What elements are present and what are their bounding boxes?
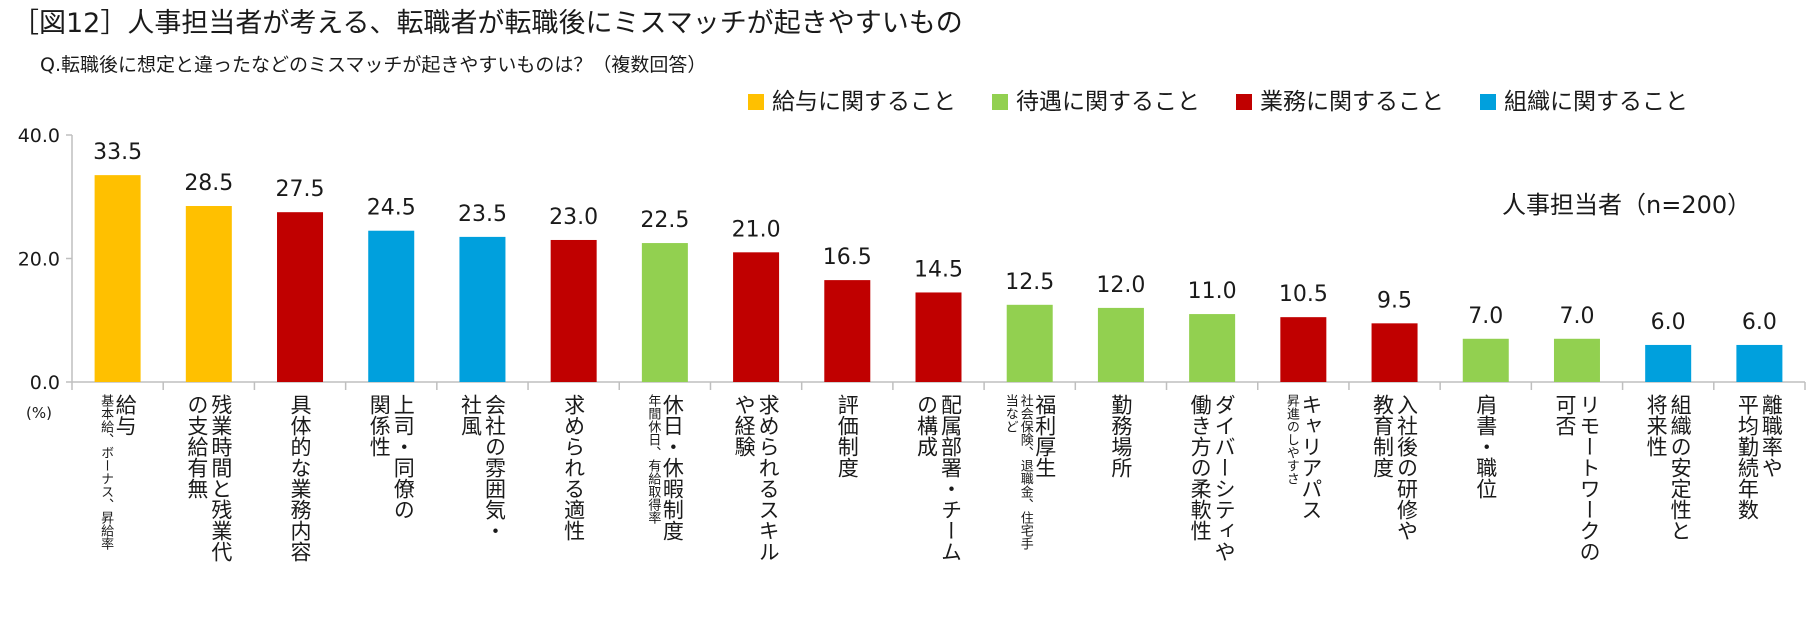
y-tick-label: 40.0 xyxy=(18,125,60,147)
bar xyxy=(459,236,506,382)
bar xyxy=(1736,344,1783,382)
bar xyxy=(1280,317,1327,382)
x-category-label: 離職率や xyxy=(1759,394,1783,478)
legend-label-salary: 給与に関すること xyxy=(772,89,956,115)
bar xyxy=(277,212,324,382)
x-category-label: 将来性 xyxy=(1644,394,1668,457)
x-category-label: 評価制度 xyxy=(835,394,859,478)
bar-value-label: 28.5 xyxy=(184,171,233,196)
x-category-label: 給与 xyxy=(113,394,137,436)
bar xyxy=(1553,338,1600,382)
x-category-label: 会社の雰囲気・ xyxy=(482,394,506,541)
x-category-label: 入社後の研修や xyxy=(1395,394,1419,541)
bar xyxy=(1006,304,1053,382)
bar xyxy=(185,206,232,382)
bar-value-label: 14.5 xyxy=(914,257,963,282)
bar-value-label: 7.0 xyxy=(1468,304,1503,329)
x-category-label: 基本給、ボーナス、昇給率 xyxy=(98,394,114,550)
x-category-label: 平均勤続年数 xyxy=(1735,394,1759,520)
y-axis-unit: (%) xyxy=(26,404,52,422)
x-category-label: 社風 xyxy=(458,394,482,436)
x-category-label: 休日・休暇制度 xyxy=(660,394,684,541)
x-category-label: 関係性 xyxy=(367,394,391,457)
bar xyxy=(368,230,415,382)
legend-label-work: 業務に関すること xyxy=(1260,89,1444,115)
bar-value-label: 22.5 xyxy=(640,208,689,233)
legend-item-salary: 給与に関すること xyxy=(748,86,956,118)
x-category-label: リモートワークの xyxy=(1577,394,1601,562)
chart-title: ［図12］人事担当者が考える、転職者が転職後にミスマッチが起きやすいもの xyxy=(12,8,963,39)
bar-value-label: 6.0 xyxy=(1742,310,1777,335)
bar-value-label: 12.0 xyxy=(1096,273,1145,298)
x-category-label: 求められる適性 xyxy=(562,394,586,541)
x-category-label: 可否 xyxy=(1553,394,1577,436)
bar xyxy=(1189,314,1236,382)
bar-value-label: 21.0 xyxy=(732,217,781,242)
x-category-label: 肩書・職位 xyxy=(1474,394,1498,499)
bar-value-label: 23.0 xyxy=(549,205,598,230)
legend-label-organization: 組織に関すること xyxy=(1504,89,1688,115)
bar-value-label: 7.0 xyxy=(1559,304,1594,329)
legend-label-treatment: 待遇に関すること xyxy=(1016,89,1200,115)
legend-swatch-salary xyxy=(748,94,764,110)
bar-value-label: 24.5 xyxy=(367,196,416,221)
legend-item-organization: 組織に関すること xyxy=(1480,86,1688,118)
legend-item-work: 業務に関すること xyxy=(1236,86,1444,118)
x-category-label: 年間休日、有給取得率 xyxy=(645,394,661,524)
bar-value-label: 27.5 xyxy=(276,177,325,202)
legend: 給与に関すること 待遇に関すること 業務に関すること 組織に関すること xyxy=(748,86,1688,118)
bar xyxy=(641,243,688,382)
x-category-label: 上司・同僚の xyxy=(391,394,415,520)
legend-swatch-treatment xyxy=(992,94,1008,110)
x-category-label: 昇進のしやすさ xyxy=(1284,394,1300,485)
x-category-label: 配属部署・チーム xyxy=(939,394,963,562)
bar xyxy=(1097,307,1144,382)
x-category-label: の支給有無 xyxy=(185,394,209,499)
legend-item-treatment: 待遇に関すること xyxy=(992,86,1200,118)
bar xyxy=(550,239,597,382)
x-category-label: 残業時間と残業代 xyxy=(209,394,233,562)
bar xyxy=(1462,338,1509,382)
bar xyxy=(824,280,871,382)
x-category-label: ダイバーシティや xyxy=(1212,394,1236,562)
bar xyxy=(1645,344,1692,382)
x-category-label: 教育制度 xyxy=(1371,394,1395,478)
bar-value-label: 23.5 xyxy=(458,202,507,227)
bar-value-label: 16.5 xyxy=(823,245,872,270)
bar xyxy=(733,252,780,382)
legend-swatch-organization xyxy=(1480,94,1496,110)
x-category-label: の構成 xyxy=(915,394,939,457)
x-category-label: 勤務場所 xyxy=(1109,394,1133,478)
bar-value-label: 33.5 xyxy=(93,140,142,165)
y-tick-label: 20.0 xyxy=(18,249,60,271)
bar-value-label: 6.0 xyxy=(1651,310,1686,335)
bar xyxy=(1371,323,1418,382)
question-text: Q.転職後に想定と違ったなどのミスマッチが起きやすいものは？（複数回答） xyxy=(40,54,707,76)
sample-size-note: 人事担当者（n=200） xyxy=(1502,191,1752,219)
bar-value-label: 10.5 xyxy=(1279,282,1328,307)
x-category-label: 求められるスキル xyxy=(756,394,780,562)
x-category-label: や経験 xyxy=(732,394,756,457)
y-tick-label: 0.0 xyxy=(30,372,60,394)
x-category-label: 福利厚生 xyxy=(1033,394,1057,478)
bar-value-label: 11.0 xyxy=(1188,279,1237,304)
bar xyxy=(915,292,962,382)
x-category-label: キャリアパス xyxy=(1299,394,1323,520)
x-category-label: 働き方の柔軟性 xyxy=(1188,394,1212,541)
bar-value-label: 12.5 xyxy=(1005,270,1054,295)
x-category-label: 当など xyxy=(1003,394,1018,433)
x-category-label: 社会保険、退職金、住宅手 xyxy=(1018,393,1034,550)
bar xyxy=(94,175,141,382)
x-category-label: 組織の安定性と xyxy=(1668,394,1692,541)
x-category-label: 具体的な業務内容 xyxy=(288,394,312,562)
legend-swatch-work xyxy=(1236,94,1252,110)
bar-value-label: 9.5 xyxy=(1377,288,1412,313)
